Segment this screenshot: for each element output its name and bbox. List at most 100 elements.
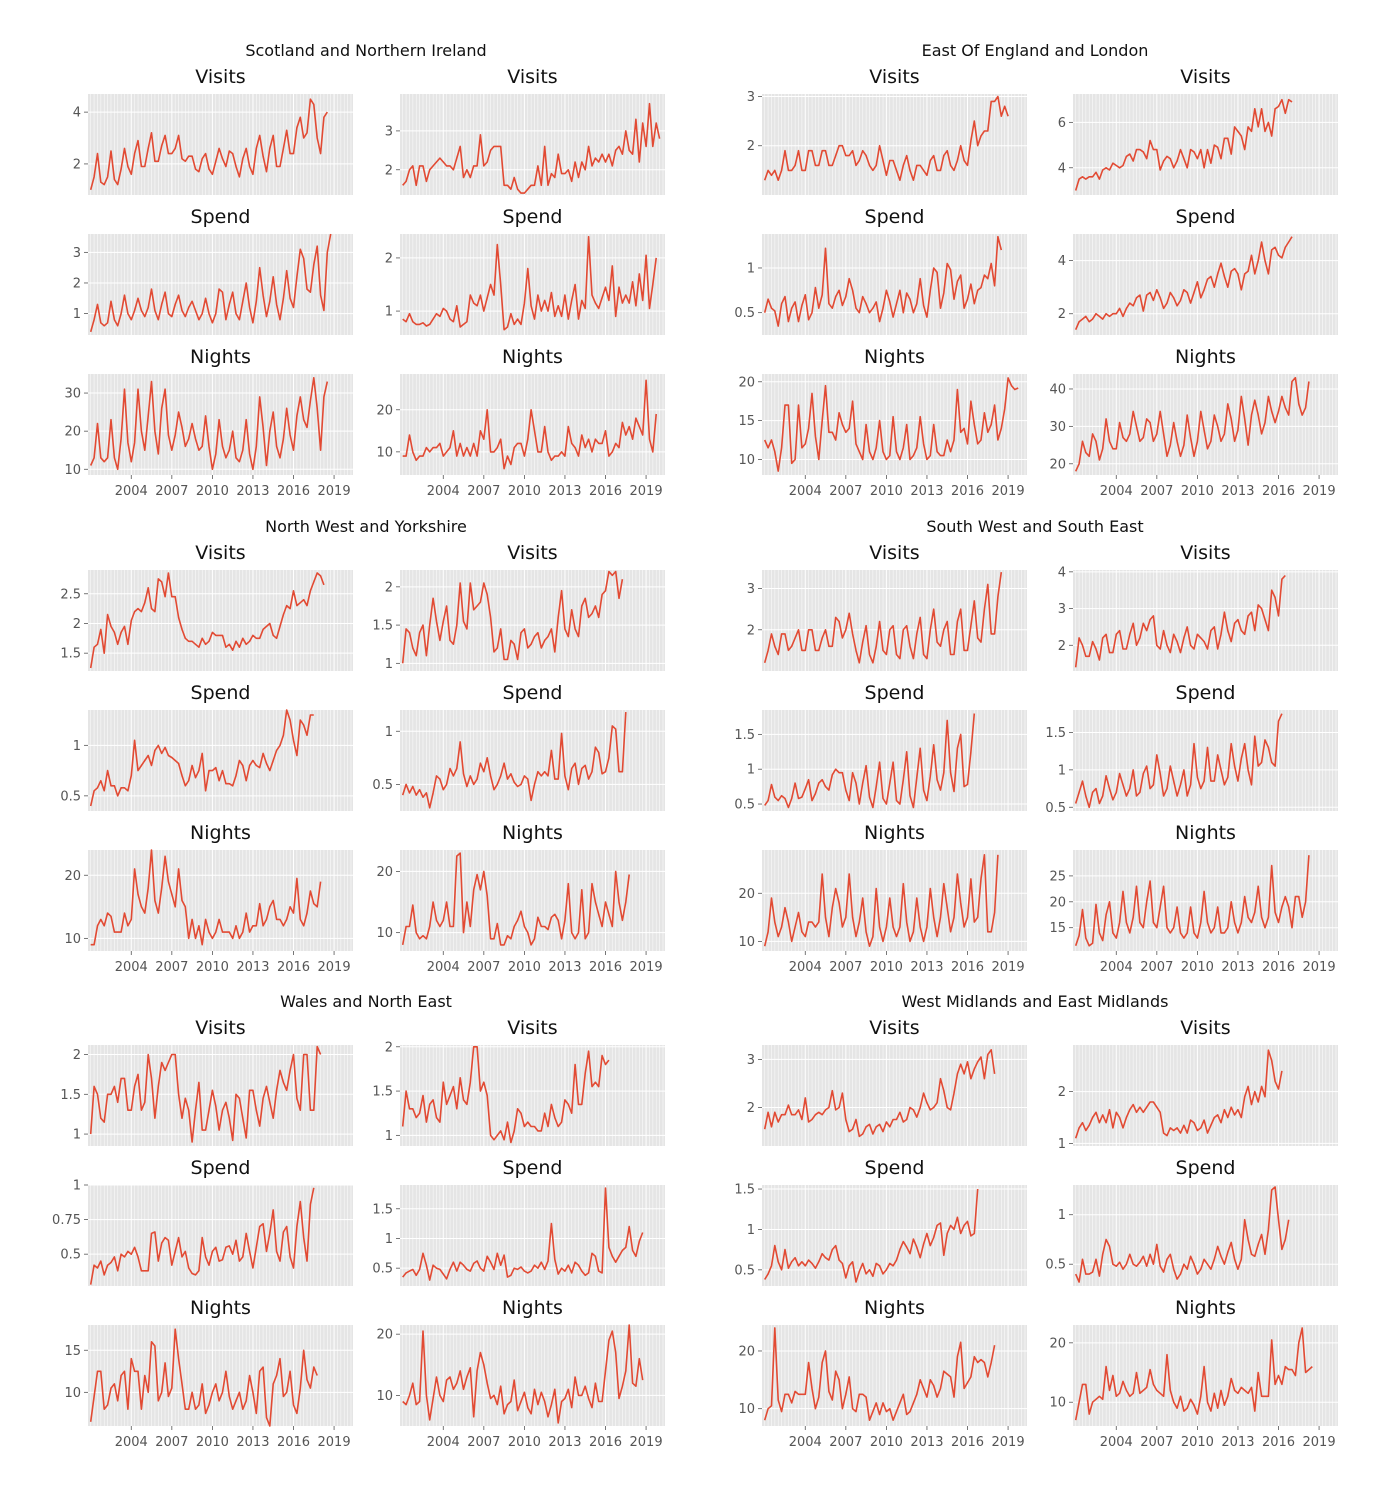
plot-area [400,374,665,475]
series-line [1074,98,1293,191]
y-tick-label: 1.5 [734,728,755,743]
y-tick-label: 2 [73,276,81,291]
subplot-nights: 10 20 2004 2007 2010 2013 2016 2019 Nights [376,1297,665,1450]
y-tick-label: 30 [1049,420,1066,435]
y-tick-label: 1 [385,725,393,740]
x-tick-label: 2004 [1100,960,1133,975]
y-tick-label: 10 [64,463,81,478]
x-tick-label: 2010 [196,960,229,975]
x-tick-label: 2013 [1221,1435,1254,1450]
x-tick-label: 2010 [196,484,229,499]
y-tick-label: 2 [1058,1085,1066,1100]
subplot-visits: 1 1.5 2 Visits [372,542,665,672]
x-tick-label: 2004 [789,484,822,499]
x-tick-label: 2007 [155,1435,188,1450]
subplot-title: Nights [502,1297,563,1319]
y-tick-label: 10 [738,935,755,950]
series-line [89,233,332,333]
x-tick-label: 2004 [427,960,460,975]
subplot-nights: 10 20 2004 2007 2010 2013 2016 2019 Nights [738,822,1027,975]
x-tick-label: 2007 [829,960,862,975]
x-tick-label: 2010 [1181,960,1214,975]
series-line [89,376,329,471]
subplot-spend: 1 2 3 Spend [73,206,353,335]
y-tick-label: 20 [1049,457,1066,472]
y-tick-label: 0.5 [734,306,755,321]
subplot-title: Spend [1176,206,1236,228]
y-tick-label: 1.5 [372,1085,393,1100]
x-tick-label: 2013 [548,960,581,975]
x-tick-label: 2013 [910,960,943,975]
subplot-title: Spend [865,1157,925,1179]
region-title: West Midlands and East Midlands [901,992,1169,1011]
x-tick-label: 2004 [1100,1435,1133,1450]
plot-area [1073,94,1338,195]
x-tick-label: 2019 [1303,960,1336,975]
y-tick-label: 1 [385,305,393,320]
series-line [763,95,1009,181]
x-tick-label: 2016 [951,1435,984,1450]
subplot-title: Nights [502,822,563,844]
region-title: East Of England and London [921,41,1149,60]
y-tick-label: 20 [64,425,81,440]
y-tick-label: 1.5 [372,619,393,634]
x-tick-label: 2019 [992,484,1025,499]
subplot-title: Spend [191,1157,251,1179]
series-line [402,1324,644,1424]
subplot-title: Visits [195,542,245,564]
series-line [764,1188,979,1283]
subplot-spend: 0.5 1 Spend [60,682,353,811]
subplot-visits: 2 3 Visits [747,1017,1027,1146]
series-line [763,571,1003,664]
subplot-spend: 0.5 1 1.5 Spend [1045,682,1338,816]
y-tick-label: 10 [376,1389,393,1404]
series-line [763,235,1003,327]
y-tick-label: 20 [376,1328,393,1343]
y-tick-label: 4 [73,106,81,121]
x-tick-label: 2010 [508,960,541,975]
series-line [89,98,328,191]
series-line [89,1187,315,1285]
series-line [1074,376,1310,472]
x-tick-label: 2010 [508,1435,541,1450]
series-line [89,572,325,669]
region-title: South West and South East [926,517,1144,536]
y-tick-label: 40 [1049,382,1066,397]
subplot-title: Visits [869,542,919,564]
y-tick-label: 20 [64,869,81,884]
region-title: Wales and North East [280,992,452,1011]
y-tick-label: 0.5 [734,1263,755,1278]
y-tick-label: 20 [376,403,393,418]
y-tick-label: 10 [376,445,393,460]
x-tick-label: 2013 [236,484,269,499]
subplot-title: Nights [190,346,251,368]
region-title: North West and Yorkshire [265,517,467,536]
x-tick-label: 2013 [236,1435,269,1450]
subplot-title: Spend [865,682,925,704]
x-tick-label: 2019 [1303,484,1336,499]
subplot-title: Spend [191,682,251,704]
x-tick-label: 2016 [951,960,984,975]
x-tick-label: 2016 [277,960,310,975]
y-tick-label: 4 [1058,161,1066,176]
plot-area [762,234,1027,335]
x-tick-label: 2010 [870,1435,903,1450]
x-tick-label: 2004 [115,484,148,499]
y-tick-label: 15 [64,1344,81,1359]
y-tick-label: 4 [1058,254,1066,269]
series-line [1074,713,1283,809]
subplot-visits: 2 4 Visits [73,66,353,195]
y-tick-label: 1 [1058,1208,1066,1223]
y-tick-label: 1.5 [60,1088,81,1103]
series-line [401,570,624,664]
subplot-title: Visits [869,66,919,88]
x-tick-label: 2016 [951,484,984,499]
x-tick-label: 2004 [115,960,148,975]
y-tick-label: 1 [747,261,755,276]
x-tick-label: 2016 [589,484,622,499]
series-line [1074,1186,1290,1283]
y-tick-label: 1 [73,1179,81,1194]
series-line [1074,1049,1283,1139]
plot-area [88,1325,353,1426]
x-tick-label: 2016 [277,1435,310,1450]
